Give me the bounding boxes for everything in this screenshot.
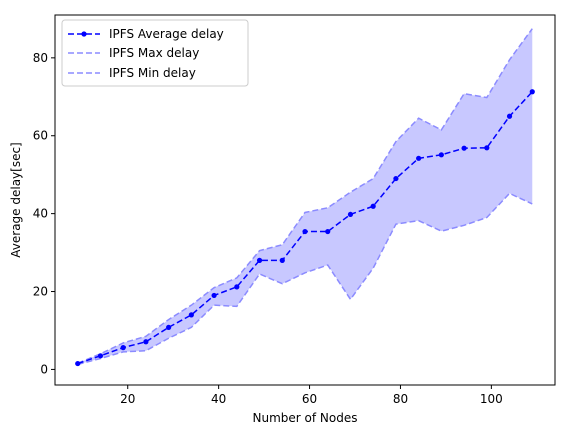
average-point: [188, 312, 194, 318]
legend-marker-average: [81, 31, 87, 37]
average-point: [211, 292, 217, 299]
x-tick-label: 60: [302, 392, 317, 406]
x-tick-label: 20: [120, 392, 135, 406]
average-point: [256, 257, 263, 263]
y-tick-label: 40: [33, 207, 48, 221]
legend-label-min: IPFS Min delay: [109, 66, 196, 80]
average-point: [393, 175, 399, 182]
average-point: [506, 113, 513, 119]
average-point: [279, 257, 285, 263]
average-point: [325, 228, 331, 235]
x-tick-label: 100: [480, 392, 503, 406]
average-point: [438, 152, 444, 158]
average-point: [461, 145, 467, 151]
average-point: [416, 155, 422, 161]
min-max-band: [77, 28, 533, 365]
legend-box: [61, 19, 249, 87]
average-point: [302, 228, 308, 235]
legend-entry-max: IPFS Max delay: [68, 46, 199, 60]
average-point: [529, 89, 535, 95]
min-max-band-layer: [77, 28, 533, 365]
average-point: [347, 211, 354, 218]
y-axis-label: Average delay[sec]: [9, 142, 23, 257]
series-line-ipfs-max-delay: [77, 28, 533, 364]
legend-label-max: IPFS Max delay: [109, 46, 199, 60]
average-point: [370, 203, 376, 209]
y-tick-label: 20: [33, 285, 48, 299]
average-point: [75, 360, 81, 367]
series-line-ipfs-min-delay: [77, 192, 533, 366]
x-tick-label: 80: [393, 392, 408, 406]
average-point: [166, 324, 172, 330]
average-point: [97, 353, 104, 359]
x-axis-label: Number of Nodes: [253, 411, 358, 425]
average-point: [234, 284, 240, 290]
legend: IPFS Average delay IPFS Max delay IPFS M…: [61, 19, 249, 87]
y-tick-label: 0: [40, 362, 48, 376]
plot-frame: [54, 14, 556, 386]
average-point: [484, 145, 490, 151]
average-point: [120, 345, 126, 351]
average-point: [143, 339, 149, 345]
legend-entry-min: IPFS Min delay: [68, 66, 196, 80]
x-tick-label: 40: [211, 392, 226, 406]
y-tick-label: 80: [33, 51, 48, 65]
legend-entry-average: IPFS Average delay: [68, 27, 224, 41]
average-markers-layer: [75, 89, 535, 367]
ticks-layer: 20 40 60 80 100 0 20 40 60 80: [33, 51, 503, 406]
y-tick-label: 60: [33, 129, 48, 143]
legend-label-average: IPFS Average delay: [109, 27, 224, 41]
